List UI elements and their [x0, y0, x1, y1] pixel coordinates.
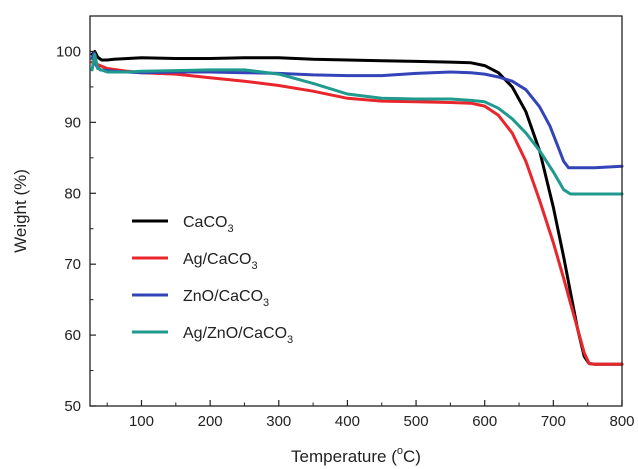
x-tick-label: 400	[335, 413, 360, 430]
series-line-4	[90, 52, 624, 196]
legend-label-2: Ag/CaCO3	[183, 251, 258, 272]
x-tick-label: 600	[472, 413, 497, 430]
x-tick-label: 500	[404, 413, 429, 430]
y-tick-label: 90	[64, 114, 81, 131]
y-tick-label: 80	[64, 185, 81, 202]
legend-label-3: ZnO/CaCO3	[183, 288, 269, 309]
axis-ticks	[90, 50, 623, 407]
legend-label-4: Ag/ZnO/CaCO3	[183, 325, 293, 346]
y-tick-label: 100	[56, 43, 81, 60]
x-axis-title-degree: o	[397, 445, 403, 457]
series-line-2	[90, 60, 624, 366]
x-axis-title-prefix: Temperature (	[291, 447, 397, 466]
legend-label-1: CaCO3	[183, 214, 234, 235]
x-tick-label: 200	[198, 413, 223, 430]
y-tick-label: 60	[64, 327, 81, 344]
axis-tick-labels: 100 200 300 400 500 600 700 800 50 60 70 80 90 100	[56, 43, 635, 430]
x-tick-label: 800	[609, 413, 634, 430]
y-tick-label: 50	[64, 398, 81, 415]
x-tick-label: 300	[266, 413, 291, 430]
x-axis-title-suffix: C)	[403, 447, 421, 466]
series-lines	[90, 50, 624, 366]
x-axis-title: Temperature (oC)	[291, 445, 421, 466]
y-axis-title: Weight (%)	[11, 169, 30, 253]
legend: CaCO3 Ag/CaCO3 ZnO/CaCO3 Ag/ZnO/CaCO3	[132, 214, 293, 346]
y-tick-label: 70	[64, 256, 81, 273]
x-tick-label: 100	[129, 413, 154, 430]
plot-frame	[89, 15, 623, 407]
x-tick-label: 700	[541, 413, 566, 430]
